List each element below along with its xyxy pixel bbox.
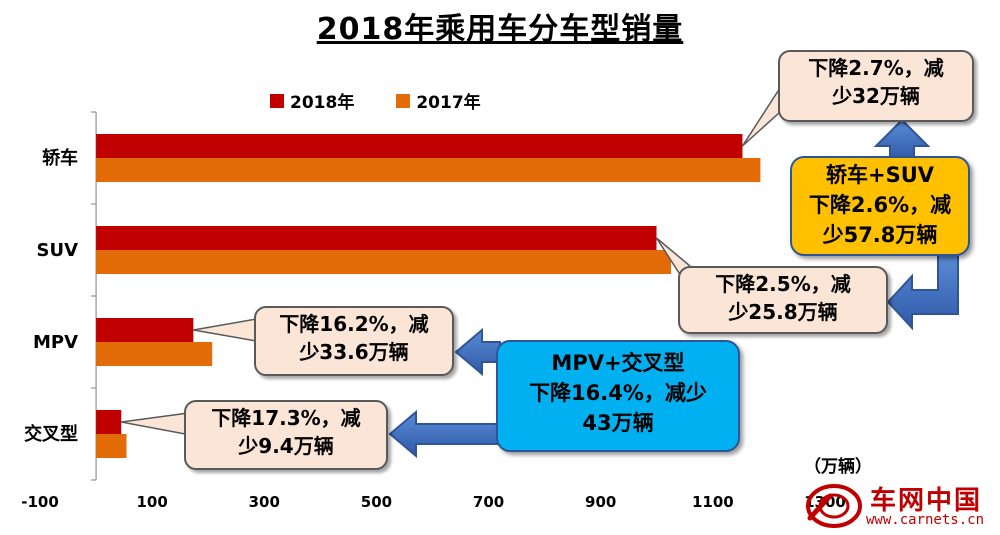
legend-swatch-2018 [270,93,284,108]
arrow-up-sedan [873,118,931,161]
callout-pointer [193,317,263,343]
callout-pointer [741,85,781,147]
legend: 2018年 2017年 [270,88,481,113]
x-tick-label: 100 [136,493,167,511]
arrow-layer [388,118,959,459]
summary-sedan-suv-line2: 下降2.6%，减 [808,193,952,217]
bar-2018 [96,134,743,158]
category-label: MPV [33,332,78,353]
callout-crossover-line1: 下降17.3%，减 [211,406,361,430]
logo-emblem-icon [806,484,862,528]
bar-2018 [96,318,194,342]
callout-suv-line2: 少25.8万辆 [728,300,838,324]
summary-sedan-suv-line1: 轿车+SUV [825,163,935,187]
callout-mpv: 下降16.2%，减 少33.6万辆 [254,306,454,376]
legend-item-2017: 2017年 [396,88,481,113]
legend-label-2018: 2018年 [290,93,355,113]
bar-2017 [96,342,213,366]
x-tick-label: 900 [585,493,616,511]
callout-crossover-line2: 少9.4万辆 [238,434,334,458]
x-tick-label: -100 [21,493,59,511]
bar-2017 [96,158,761,182]
summary-mpv-crossover-line1: MPV+交叉型 [551,351,685,375]
category-label: 交叉型 [24,423,78,445]
arrow-left-crossover [388,409,501,459]
callout-sedan-line1: 下降2.7%，减 [808,56,944,80]
bar-2018 [96,226,657,250]
callout-mpv-line2: 少33.6万辆 [299,340,409,364]
callout-sedan-line2: 少32万辆 [832,84,920,108]
x-tick-label: 300 [249,493,280,511]
callout-crossover: 下降17.3%，减 少9.4万辆 [184,400,388,470]
category-label: SUV [37,240,79,261]
chart-title: 2018年乘用车分车型销量 [316,12,684,47]
logo-brand-text: 车网中国 [870,486,983,516]
callout-sedan: 下降2.7%，减 少32万辆 [778,50,974,122]
bar-2018 [96,410,122,434]
legend-swatch-2017 [396,93,411,108]
unit-label: （万辆） [804,457,872,477]
callout-suv-line1: 下降2.5%，减 [715,272,851,296]
bar-2017 [96,434,127,458]
x-tick-label: 700 [473,493,504,511]
x-tick-label: 1100 [692,493,734,511]
legend-item-2018: 2018年 [270,88,354,113]
category-label: 轿车 [42,147,78,169]
bar-2017 [96,250,671,274]
summary-mpv-crossover-line2: 下降16.4%，减少 [529,381,707,405]
x-tick-label: 500 [361,493,392,511]
summary-mpv-crossover: MPV+交叉型 下降16.4%，减少 43万辆 [496,340,740,452]
logo: 车网中国 www.carnets.cn [804,478,1000,535]
callout-mpv-line1: 下降16.2%，减 [279,312,429,336]
legend-label-2017: 2017年 [416,93,481,113]
summary-sedan-suv: 轿车+SUV 下降2.6%，减 少57.8万辆 [790,156,970,256]
callout-suv: 下降2.5%，减 少25.8万辆 [678,266,888,334]
logo-url-text: www.carnets.cn [866,512,985,528]
bars-layer [96,134,761,458]
arrow-left-suv [886,253,959,331]
arrow-left-mpv [454,327,501,377]
summary-sedan-suv-line3: 少57.8万辆 [822,223,938,247]
summary-mpv-crossover-line3: 43万辆 [582,411,654,435]
